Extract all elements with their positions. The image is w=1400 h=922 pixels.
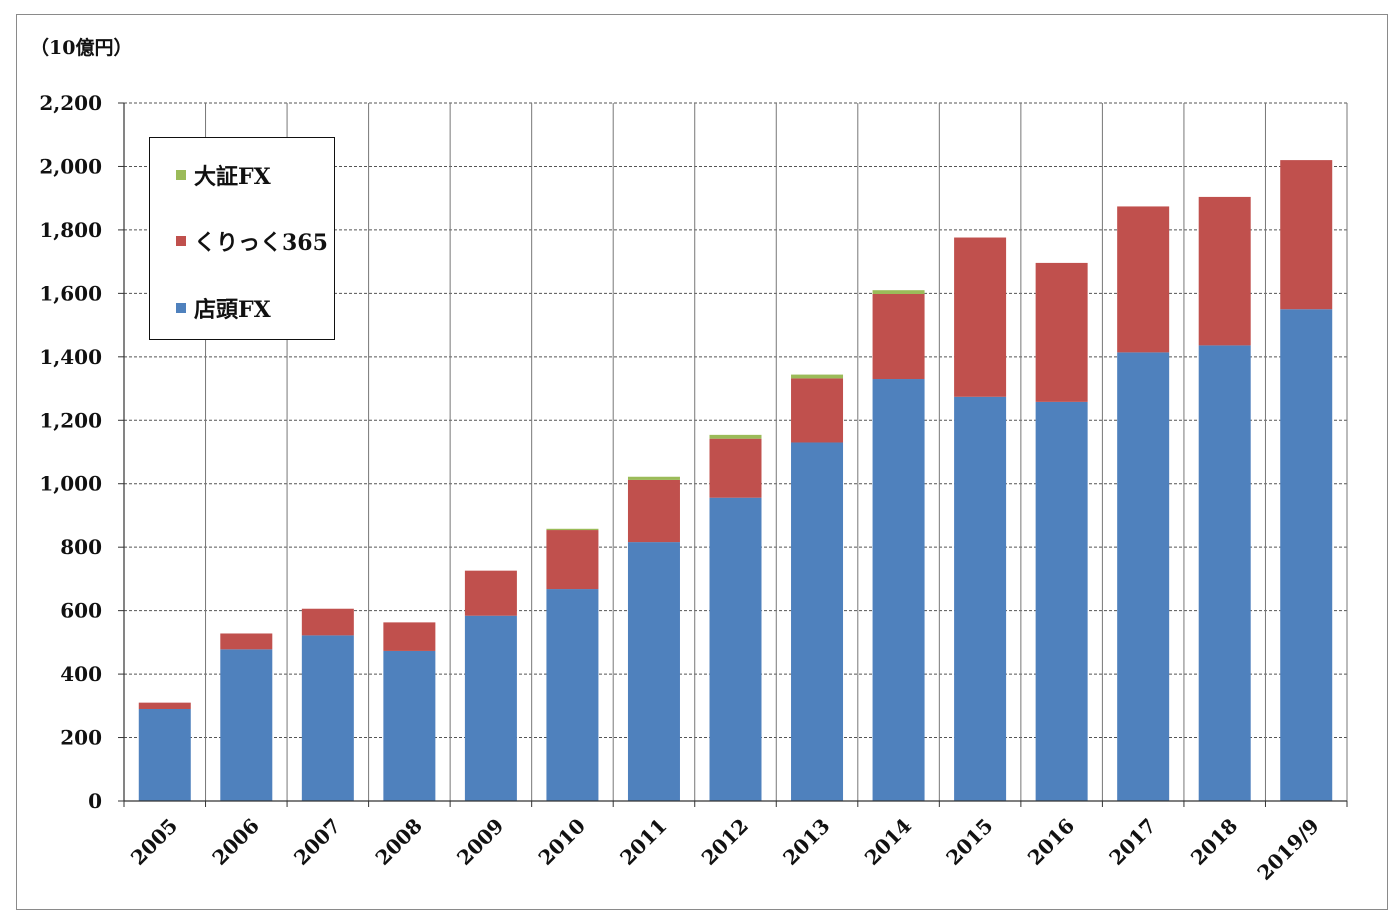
y-tick-label: 200 (60, 726, 102, 750)
legend-swatch-osaka-fx (176, 170, 186, 180)
bar-segment-click365 (627, 479, 680, 543)
gridlines (124, 102, 1348, 801)
bar-segment-otc-fx (546, 589, 599, 801)
y-tick-label: 1,200 (39, 408, 102, 432)
bar-segment-click365 (872, 293, 925, 380)
y-tick-label: 1,800 (39, 218, 102, 242)
legend-item-click365: くりっく365 (176, 226, 328, 256)
y-tick-label: 800 (60, 535, 102, 559)
bar-segment-otc-fx (1117, 352, 1170, 801)
legend-label-click365: くりっく365 (194, 230, 328, 256)
bar-segment-click365 (791, 378, 844, 443)
bars (138, 160, 1333, 801)
bar-segment-click365 (301, 608, 354, 636)
x-tick-label: 2012 (697, 814, 753, 870)
x-tick-label: 2018 (1186, 814, 1242, 870)
bar-segment-otc-fx (138, 708, 191, 801)
bar-segment-click365 (709, 438, 762, 498)
legend-swatch-otc-fx (176, 303, 186, 313)
bar-segment-otc-fx (872, 379, 925, 801)
bar-segment-click365 (383, 622, 436, 651)
legend-item-otc-fx: 店頭FX (176, 293, 271, 323)
y-tick-label: 1,000 (39, 472, 102, 496)
bar-segment-otc-fx (791, 442, 844, 801)
y-tick-label: 400 (60, 662, 102, 686)
bar-segment-click365 (1198, 196, 1251, 346)
y-tick-label: 600 (60, 599, 102, 623)
x-tick-label: 2011 (615, 814, 671, 870)
bar-segment-osaka-fx (627, 476, 680, 480)
bar-segment-osaka-fx (872, 290, 925, 294)
x-tick-label: 2015 (941, 814, 997, 870)
legend: 大証FX くりっく365 店頭FX (149, 137, 335, 340)
x-tick-label: 2010 (534, 814, 590, 870)
legend-item-osaka-fx: 大証FX (176, 160, 271, 190)
x-tick-label: 2006 (207, 814, 263, 870)
legend-swatch-click365 (176, 236, 186, 246)
y-tick-label: 1,600 (39, 281, 102, 305)
axes (118, 102, 1348, 807)
bar-segment-otc-fx (1035, 401, 1088, 801)
bar-segment-otc-fx (954, 396, 1007, 801)
bar-segment-click365 (138, 702, 191, 709)
bar-segment-otc-fx (220, 649, 273, 801)
bar-segment-otc-fx (1280, 309, 1333, 801)
bar-segment-otc-fx (709, 497, 762, 801)
bar-segment-click365 (546, 530, 599, 590)
x-tick-label: 2009 (452, 814, 508, 870)
x-tick-label: 2017 (1104, 814, 1160, 870)
legend-label-osaka-fx: 大証FX (194, 164, 271, 190)
x-tick-label: 2005 (126, 814, 182, 870)
bar-segment-otc-fx (464, 615, 517, 801)
bar-segment-osaka-fx (546, 528, 599, 531)
bar-segment-osaka-fx (791, 374, 844, 379)
bar-segment-click365 (1117, 206, 1170, 353)
x-tick-labels: 2005 2006 2007 2008 2009 2010 2011 2012 2013 2014… (126, 814, 1324, 885)
bar-segment-osaka-fx (709, 434, 762, 439)
bar-segment-click365 (1035, 262, 1088, 402)
bar-segment-click365 (954, 237, 1007, 397)
x-tick-label: 2013 (778, 814, 834, 870)
y-tick-label: 2,000 (39, 154, 102, 178)
x-tick-label: 2016 (1023, 814, 1079, 870)
bar-segment-click365 (220, 633, 273, 650)
bar-segment-otc-fx (383, 650, 436, 801)
bar-segment-click365 (1280, 160, 1333, 310)
x-tick-label: 2014 (860, 814, 916, 870)
legend-label-otc-fx: 店頭FX (194, 297, 271, 323)
x-tick-label: 2007 (289, 814, 345, 870)
bar-segment-otc-fx (627, 542, 680, 801)
x-tick-label: 2019/9 (1252, 814, 1323, 885)
y-tick-label: 0 (88, 789, 102, 813)
bar-segment-click365 (464, 570, 517, 616)
x-tick-label: 2008 (371, 814, 427, 870)
bar-segment-otc-fx (301, 635, 354, 801)
y-tick-labels: 0 200 400 600 800 1,000 1,200 1,400 1,600 1,800 2,… (39, 91, 102, 813)
y-axis-unit-label: （10億円） (30, 37, 133, 59)
y-tick-label: 1,400 (39, 345, 102, 369)
bar-segment-otc-fx (1198, 345, 1251, 801)
y-tick-label: 2,200 (39, 91, 102, 115)
